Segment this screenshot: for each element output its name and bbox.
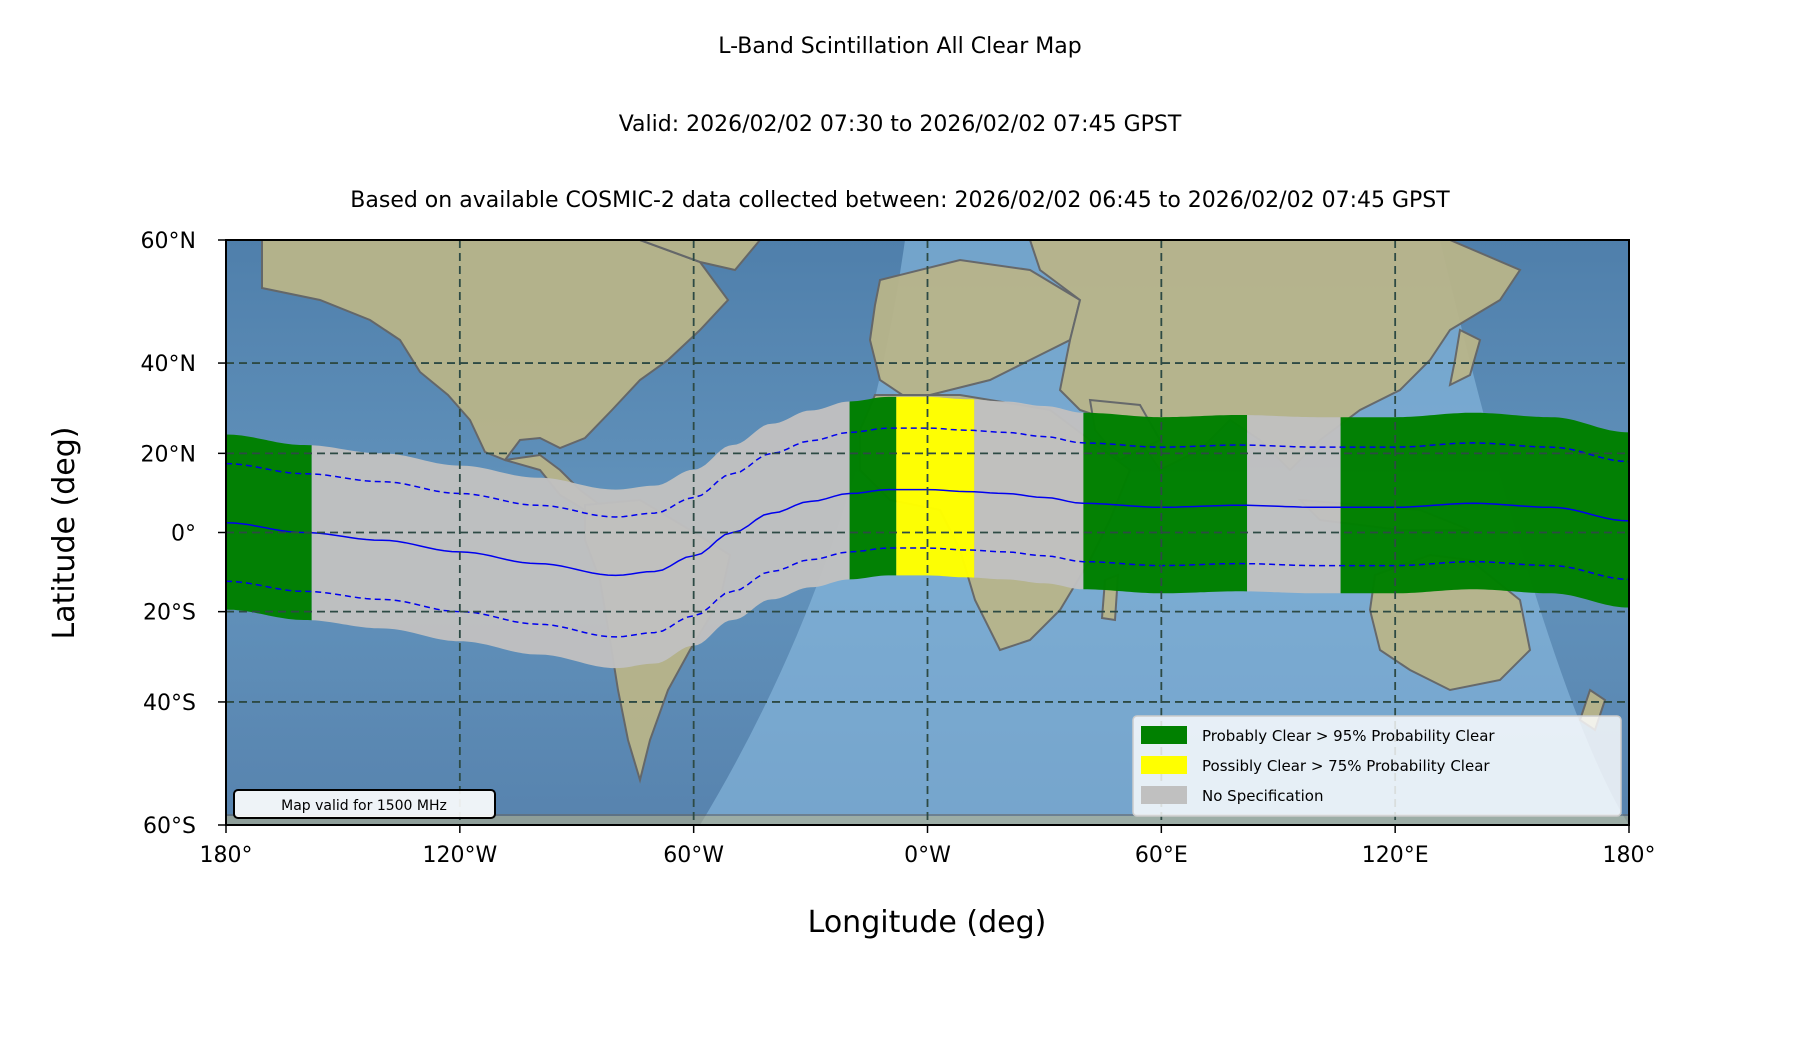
y-tick-label: 20°N — [141, 442, 196, 467]
chart-subtitle-valid: Valid: 2026/02/02 07:30 to 2026/02/02 07… — [618, 112, 1182, 137]
greenland-land — [639, 240, 762, 272]
frequency-annotation: Map valid for 1500 MHz — [233, 789, 496, 819]
legend-label-no-specification: No Specification — [1202, 787, 1323, 805]
y-tick-label: 20°S — [143, 601, 196, 626]
y-tick-label: 40°S — [143, 691, 196, 716]
band-region-6 — [1083, 412, 1248, 594]
x-axis-ticks: 180° 120°W 60°W 0°W 60°E 120°E 180° — [200, 825, 1656, 868]
legend-swatch-probably-clear — [1141, 726, 1187, 744]
map-area — [226, 240, 1629, 825]
x-tick-label: 120°W — [422, 843, 497, 868]
band-region-5 — [974, 399, 1084, 590]
legend-label-probably-clear: Probably Clear > 95% Probability Clear — [1202, 727, 1495, 745]
y-axis-ticks: 60°N 40°N 20°N 0° 20°S 40°S 60°S — [141, 229, 226, 839]
x-tick-label: 0°W — [904, 843, 951, 868]
y-tick-label: 0° — [171, 522, 196, 547]
north-america-land — [261, 240, 730, 462]
legend-box — [1132, 715, 1622, 817]
band-region-8 — [1340, 412, 1629, 608]
legend-swatch-possibly-clear — [1141, 756, 1187, 774]
y-tick-label: 60°S — [143, 814, 196, 839]
x-tick-label: 120°E — [1362, 843, 1429, 868]
contour-north — [226, 427, 1629, 518]
x-tick-label: 60°W — [663, 843, 724, 868]
x-tick-label: 60°E — [1135, 843, 1188, 868]
y-tick-label: 40°N — [141, 352, 196, 377]
legend-swatch-no-specification — [1141, 786, 1187, 804]
band-region-7 — [1247, 415, 1341, 594]
x-axis-label: Longitude (deg) — [808, 905, 1047, 940]
legend: Probably Clear > 95% Probability Clear P… — [1132, 715, 1622, 817]
y-axis-label: Latitude (deg) — [47, 427, 82, 640]
legend-label-possibly-clear: Possibly Clear > 75% Probability Clear — [1202, 757, 1490, 775]
x-tick-label: 180° — [200, 843, 253, 868]
frequency-annotation-text: Map valid for 1500 MHz — [281, 798, 447, 814]
band-region-3 — [849, 396, 897, 580]
chart-title: L-Band Scintillation All Clear Map — [718, 34, 1082, 59]
chart-subtitle-basis: Based on available COSMIC-2 data collect… — [350, 188, 1450, 213]
europe-land — [868, 258, 1082, 402]
band-region-1 — [226, 434, 312, 621]
y-tick-label: 60°N — [141, 229, 196, 254]
japan-land — [1448, 328, 1482, 387]
x-tick-label: 180° — [1603, 843, 1656, 868]
